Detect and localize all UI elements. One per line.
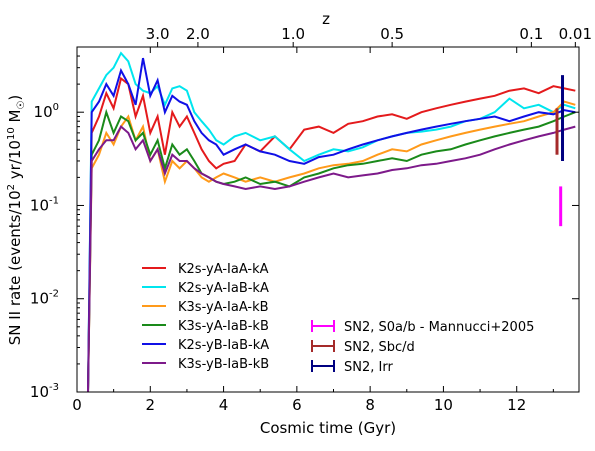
plot-frame [76,46,580,393]
legend-label-6: K3s-yB-IaB-kB [178,357,269,372]
top-tick-label: 3.0 [146,25,170,43]
legend-label-2: K2s-yA-IaB-kA [178,281,269,296]
axis-ticks: 0 2 4 6 8 10 12 10-3 10-2 10-1 100 3.0 2.0 1.0 0.5 0.1 0… [30,25,592,414]
x-axis-label: Cosmic time (Gyr) [260,419,396,437]
legend-errors: SN2, S0a/b - Mannucci+2005 SN2, Sbc/d SN2,… [311,320,534,375]
y-tick-label: 10-1 [30,195,59,214]
legend-err-label-3: SN2, Irr [344,360,393,375]
x-tick-label: 2 [146,396,156,414]
x-tick-label: 6 [292,396,302,414]
legend-label-5: K2s-yB-IaB-kA [178,338,269,353]
y-tick-label: 10-2 [30,289,59,308]
x-tick-label: 4 [219,396,229,414]
legend-lines: K2s-yA-IaA-kA K2s-yA-IaB-kA K3s-yA-IaA-kB K… [142,262,269,372]
series-line-2 [87,51,576,393]
legend-err-label-2: SN2, Sbc/d [344,340,415,355]
error-bars [555,75,565,227]
top-tick-label: 0.1 [519,25,543,43]
y-tick-label: 10-3 [30,382,59,401]
x-tick-label: 10 [434,396,453,414]
x-tick-label: 8 [365,396,375,414]
top-axis-label: z [322,10,330,28]
y-axis-label: SN II rate (events/102 yr/1010 M☉) [6,95,27,346]
series-line-6 [87,125,576,393]
legend-label-1: K2s-yA-IaA-kA [178,262,269,277]
top-tick-label: 0.5 [380,25,404,43]
series-line-3 [87,100,576,393]
top-tick-label: 1.0 [281,25,305,43]
legend-err-label-1: SN2, S0a/b - Mannucci+2005 [344,320,534,335]
top-tick-label: 2.0 [186,25,210,43]
legend-label-3: K3s-yA-IaA-kB [178,300,269,315]
x-tick-label: 12 [507,396,526,414]
series-line-4 [87,108,576,393]
x-tick-label: 0 [72,396,82,414]
y-tick-label: 100 [34,102,59,121]
series-line-5 [87,57,576,393]
legend-label-4: K3s-yA-IaB-kB [178,319,269,334]
plot-area [87,51,576,393]
top-tick-label: 0.01 [559,25,592,43]
